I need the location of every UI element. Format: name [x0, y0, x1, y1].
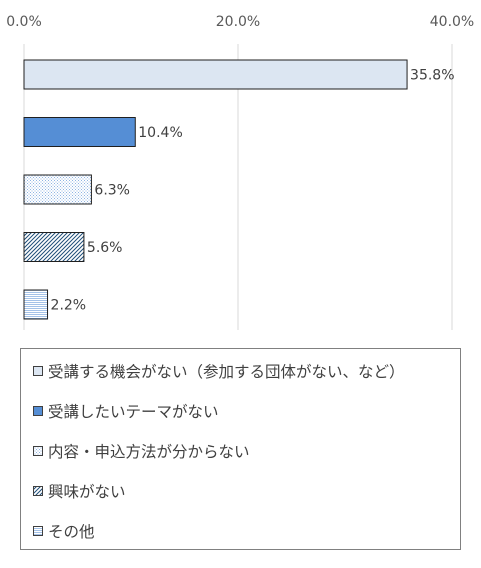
- x-tick-label: 40.0%: [430, 14, 474, 30]
- legend-item-no-opportunity: 受講する機会がない（参加する団体がない、など）: [33, 360, 405, 382]
- data-labels: 35.8% 10.4% 6.3% 5.6% 2.2%: [51, 68, 455, 314]
- bar-chart: 0.0% 20.0% 40.0% 35.8% 10.4% 6.3% 5.6% 2.2%: [6, 14, 474, 330]
- legend-swatch: [33, 526, 43, 536]
- legend-swatch: [33, 446, 43, 456]
- data-label: 2.2%: [51, 298, 87, 314]
- legend-swatch: [33, 486, 43, 496]
- data-label: 10.4%: [138, 125, 182, 141]
- legend-item-other: その他: [33, 520, 95, 542]
- x-tick-label: 20.0%: [216, 14, 260, 30]
- bars: [23, 59, 408, 320]
- x-tick-labels: 0.0% 20.0% 40.0%: [6, 14, 474, 30]
- x-tick-label: 0.0%: [6, 14, 42, 30]
- bar-unclear-method: [23, 174, 92, 205]
- bar-other: [23, 289, 49, 320]
- legend-item-no-theme: 受講したいテーマがない: [33, 400, 219, 422]
- data-label: 6.3%: [94, 183, 130, 199]
- legend-swatch: [33, 366, 43, 376]
- bar-no-interest: [23, 232, 85, 262]
- bar-no-theme: [23, 117, 136, 147]
- data-label: 5.6%: [87, 240, 123, 256]
- legend-swatch: [33, 406, 43, 416]
- legend-label: 内容・申込方法が分からない: [48, 443, 250, 461]
- legend-label: 興味がない: [48, 483, 126, 501]
- data-label: 35.8%: [410, 68, 454, 84]
- legend-label: その他: [48, 523, 95, 541]
- legend: 受講する機会がない（参加する団体がない、など） 受講したいテーマがない内容・申込方…: [20, 348, 461, 550]
- legend-item-unclear-method: 内容・申込方法が分からない: [33, 440, 250, 462]
- bar-no-opportunity: [23, 59, 408, 90]
- legend-label: 受講したいテーマがない: [48, 403, 219, 421]
- legend-label: 受講する機会がない（参加する団体がない、など）: [48, 363, 405, 381]
- legend-item-no-interest: 興味がない: [33, 480, 126, 502]
